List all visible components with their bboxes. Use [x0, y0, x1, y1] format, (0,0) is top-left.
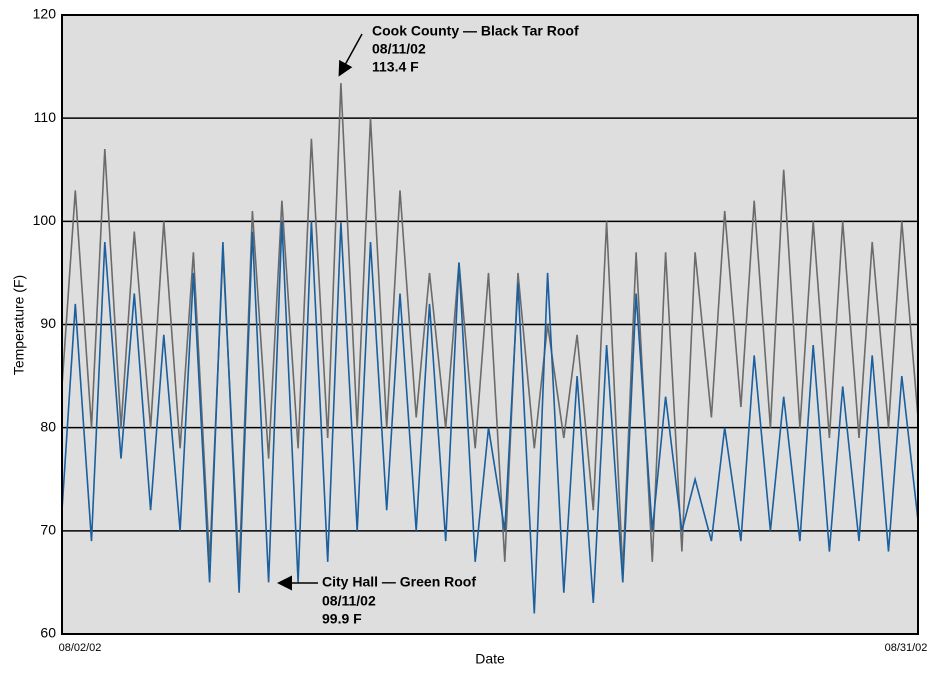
- series-line: [61, 83, 919, 573]
- y-tick-label: 120: [33, 6, 57, 22]
- annotation: 08/11/02: [322, 593, 376, 609]
- y-axis-label: Temperature (F): [11, 275, 27, 375]
- y-tick-label: 80: [40, 418, 56, 434]
- annotation: 08/11/02: [372, 41, 426, 57]
- annotation-arrow: [338, 33, 363, 77]
- annotation: 99.9 F: [322, 611, 362, 627]
- x-tick-label: 08/31/02: [885, 642, 928, 654]
- y-tick-label: 110: [34, 109, 57, 125]
- annotation: Cook County — Black Tar Roof: [372, 23, 579, 39]
- plot-border: [61, 14, 919, 635]
- y-tick-label: 70: [40, 522, 56, 538]
- x-tick-label: 08/02/02: [59, 642, 102, 654]
- x-axis-label: Date: [475, 651, 505, 667]
- annotation: 113.4 F: [372, 59, 419, 75]
- y-tick-label: 90: [40, 315, 56, 331]
- y-tick-label: 60: [40, 625, 56, 641]
- annotation: City Hall — Green Roof: [322, 574, 476, 590]
- y-tick-label: 100: [33, 212, 57, 228]
- series-line: [61, 221, 919, 614]
